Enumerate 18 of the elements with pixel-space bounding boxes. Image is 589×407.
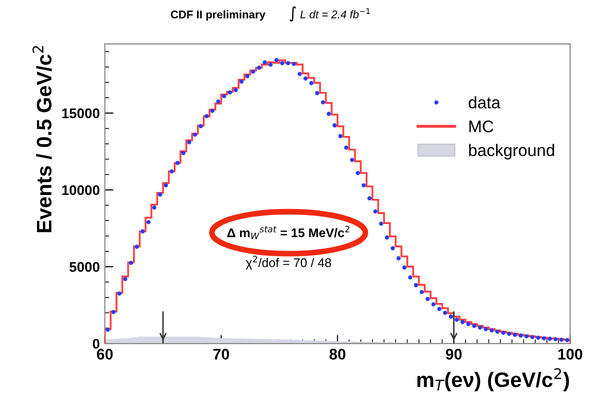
legend-label: background [469,144,554,160]
y-tick-label: 10000 [62,185,100,196]
x-tick-label: 70 [213,348,230,360]
y-axis-title: Events / 0.5 GeV/c$^{2}$ [32,46,52,232]
x-tick-label: 90 [446,348,462,360]
y-tick-label: 0 [92,338,100,349]
y-tick-label: 5000 [70,262,100,272]
x-tick-label: 100 [558,348,582,360]
legend-label: MC [469,120,494,132]
y-tick-label: 15000 [62,108,100,118]
x-axis-title: m$_{T}$(eν) (GeV/c$^{2}$) [417,368,569,392]
annotation: Δ m$_{W}$$^{stat}$ = 15 MeV/c$^{2}$ [227,226,350,240]
legend-label: data [468,96,500,108]
text: ∫ L dt = 2.4 fb$^{−1}$ [290,6,370,22]
chart-title: CDF II preliminary [170,10,266,21]
x-tick-label: 60 [96,348,113,360]
x-tick-label: 80 [329,348,346,360]
annotation: χ$^{2}$/dof = 70 / 48 [246,256,332,270]
